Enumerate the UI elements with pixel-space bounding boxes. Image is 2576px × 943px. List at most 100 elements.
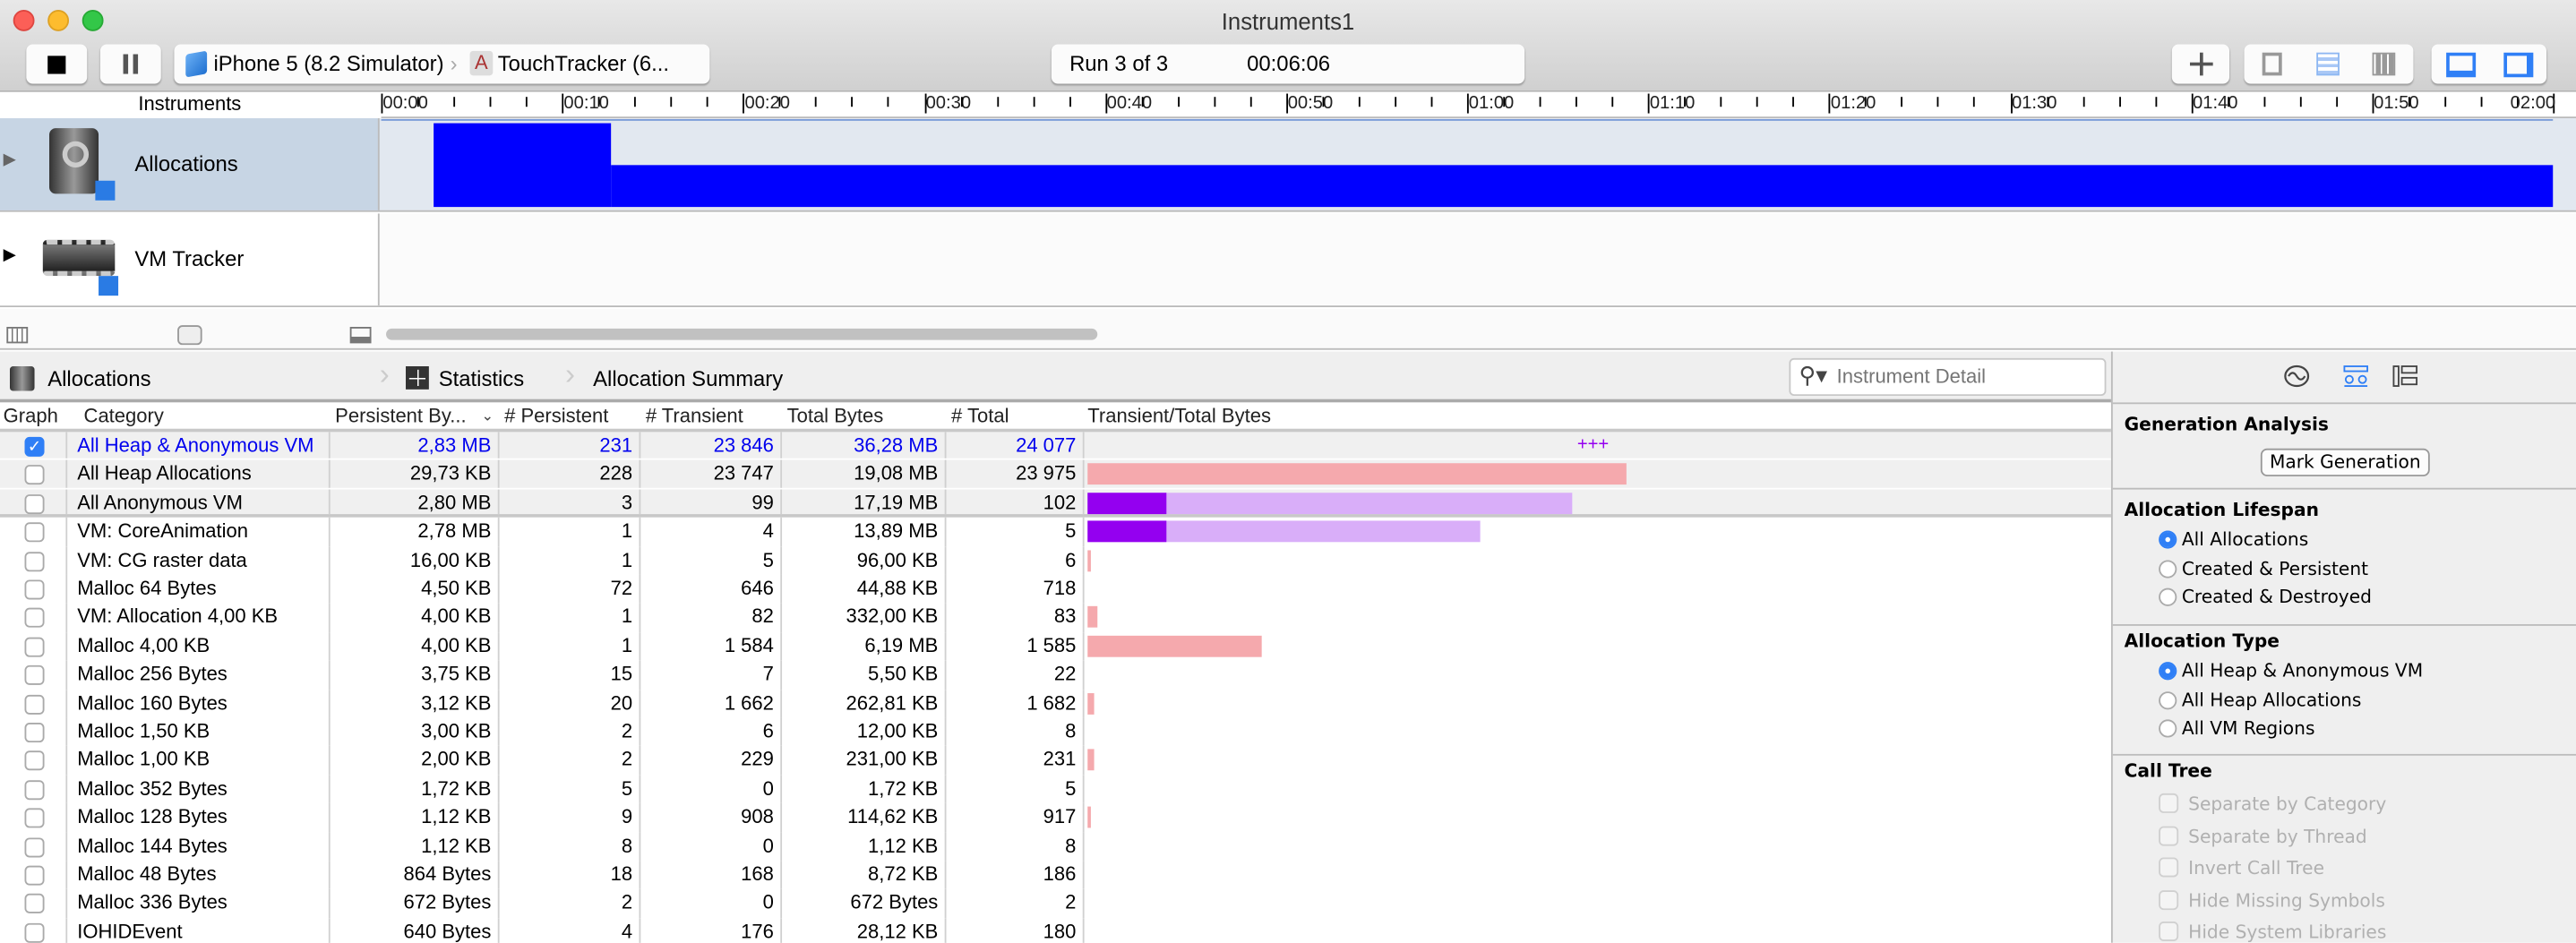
zoom-button[interactable]: [82, 10, 104, 31]
graph-checkbox[interactable]: [24, 551, 45, 571]
ruler-label: 01:10: [1649, 93, 1696, 114]
checkbox-separate-by-category[interactable]: Separate by Category: [2159, 793, 2386, 817]
radio-all-heap-anonymous-vm[interactable]: All Heap & Anonymous VM: [2159, 660, 2423, 683]
add-instrument-button[interactable]: [2171, 44, 2230, 84]
track-height-large-icon[interactable]: [349, 327, 372, 344]
record-settings-icon[interactable]: [2284, 364, 2310, 388]
table-row[interactable]: VM: CG raster data 16,00 KB 1 5 96,00 KB 6: [0, 546, 2111, 575]
column-header-total-count[interactable]: # Total: [951, 404, 1009, 427]
device-selector[interactable]: iPhone 5 (8.2 Simulator): [213, 50, 444, 76]
cell-total: 2: [1065, 890, 1077, 914]
checkbox-separate-by-thread[interactable]: Separate by Thread: [2159, 825, 2367, 849]
overflow-marker: +++: [1576, 435, 1610, 456]
column-header-total-bytes[interactable]: Total Bytes: [786, 404, 884, 427]
toggle-detail-panel-button[interactable]: [2446, 52, 2477, 78]
graph-checkbox[interactable]: [24, 637, 45, 657]
graph-checkbox[interactable]: [24, 894, 45, 914]
table-row[interactable]: All Anonymous VM 2,80 MB 3 99 17,19 MB 102: [0, 489, 2111, 519]
column-header-persistent-bytes[interactable]: Persistent By...: [335, 404, 467, 427]
graph-checkbox[interactable]: [24, 922, 45, 943]
track-header[interactable]: ▶ VM Tracker: [0, 213, 380, 306]
cpu-view-button[interactable]: [2262, 52, 2282, 76]
cell-category: Malloc 1,00 KB: [77, 748, 210, 771]
breadcrumb-statistics[interactable]: Statistics: [438, 366, 525, 391]
close-button[interactable]: [13, 10, 35, 31]
extended-detail-icon[interactable]: [2392, 364, 2418, 388]
column-header-persistent-count[interactable]: # Persistent: [504, 404, 609, 427]
graph-checkbox[interactable]: [24, 493, 45, 514]
target-selector[interactable]: TouchTracker (6...: [497, 50, 670, 76]
graph-checkbox[interactable]: [24, 808, 45, 828]
scheme-selector[interactable]: iPhone 5 (8.2 Simulator) › A TouchTracke…: [174, 44, 710, 84]
graph-checkbox[interactable]: [24, 465, 45, 485]
graph-checkbox[interactable]: [24, 779, 45, 800]
graph-checkbox[interactable]: [24, 522, 45, 543]
track-allocations[interactable]: ▶ Allocations: [0, 118, 2576, 212]
search-input[interactable]: [1836, 364, 2100, 388]
checkbox-invert-call-tree[interactable]: Invert Call Tree: [2159, 857, 2324, 881]
cell-persistent-bytes: 3,00 KB: [421, 719, 492, 743]
graph-checkbox[interactable]: [24, 579, 45, 600]
minimize-button[interactable]: [47, 10, 70, 31]
disclosure-triangle-icon[interactable]: ▶: [3, 246, 16, 265]
radio-created-persistent[interactable]: Created & Persistent: [2159, 558, 2368, 581]
graph-checkbox[interactable]: [24, 750, 45, 771]
ruler-tick: [2154, 97, 2157, 107]
table-row[interactable]: All Heap Allocations 29,73 KB 228 23 747 19,…: [0, 460, 2111, 490]
graph-checkbox[interactable]: ✓: [24, 436, 45, 457]
checkbox-hide-system-libraries[interactable]: Hide System Libraries: [2159, 922, 2386, 943]
table-row[interactable]: VM: Allocation 4,00 KB 4,00 KB 1 82 332,00 K…: [0, 603, 2111, 632]
breadcrumb-allocations[interactable]: Allocations: [47, 366, 151, 391]
table-row[interactable]: Malloc 48 Bytes 864 Bytes 18 168 8,72 KB 186: [0, 861, 2111, 890]
grid-view-button[interactable]: [2372, 52, 2396, 76]
graph-checkbox[interactable]: [24, 865, 45, 886]
table-row[interactable]: Malloc 256 Bytes 3,75 KB 15 7 5,50 KB 22: [0, 660, 2111, 690]
checkbox-hide-missing-symbols[interactable]: Hide Missing Symbols: [2159, 889, 2385, 913]
table-row[interactable]: Malloc 336 Bytes 672 Bytes 2 0 672 Bytes 2: [0, 889, 2111, 918]
graph-checkbox[interactable]: [24, 665, 45, 686]
toggle-inspector-panel-button[interactable]: [2503, 52, 2534, 78]
transient-total-bar: [1087, 692, 1095, 715]
checkbox-icon: [2159, 889, 2179, 910]
track-header[interactable]: ▶ Allocations: [0, 118, 380, 210]
display-settings-icon[interactable]: [2343, 364, 2369, 388]
table-row[interactable]: Malloc 352 Bytes 1,72 KB 5 0 1,72 KB 5: [0, 775, 2111, 804]
breadcrumb-allocation-summary[interactable]: Allocation Summary: [593, 366, 784, 391]
stop-button[interactable]: [26, 44, 88, 84]
radio-all-vm-regions[interactable]: All VM Regions: [2159, 718, 2314, 742]
table-row[interactable]: VM: CoreAnimation 2,78 MB 1 4 13,89 MB 5: [0, 518, 2111, 547]
track-zoom-slider[interactable]: [177, 325, 202, 346]
table-row[interactable]: Malloc 64 Bytes 4,50 KB 72 646 44,88 KB 718: [0, 574, 2111, 604]
radio-all-allocations[interactable]: All Allocations: [2159, 529, 2308, 553]
pause-button[interactable]: [99, 44, 161, 84]
table-row[interactable]: Malloc 1,00 KB 2,00 KB 2 229 231,00 KB 231: [0, 746, 2111, 776]
graph-checkbox[interactable]: [24, 608, 45, 629]
radio-created-destroyed[interactable]: Created & Destroyed: [2159, 587, 2372, 610]
track-height-small-icon[interactable]: [6, 327, 29, 344]
table-row[interactable]: Malloc 144 Bytes 1,12 KB 8 0 1,12 KB 8: [0, 832, 2111, 862]
table-row[interactable]: Malloc 4,00 KB 4,00 KB 1 1 584 6,19 MB 1 585: [0, 631, 2111, 661]
disclosure-triangle-icon[interactable]: ▶: [3, 150, 16, 169]
table-row[interactable]: Malloc 160 Bytes 3,12 KB 20 1 662 262,81 KB 1…: [0, 689, 2111, 718]
table-row[interactable]: Malloc 1,50 KB 3,00 KB 2 6 12,00 KB 8: [0, 717, 2111, 747]
cell-persistent-bytes: 1,12 KB: [421, 834, 492, 857]
graph-checkbox[interactable]: [24, 836, 45, 857]
cell-transient: 229: [741, 748, 774, 771]
column-header-transient-count[interactable]: # Transient: [645, 404, 743, 427]
column-header-category[interactable]: Category: [83, 404, 164, 427]
table-row[interactable]: IOHIDEvent 640 Bytes 4 176 28,12 KB 180: [0, 917, 2111, 943]
column-header-graph[interactable]: Graph: [3, 404, 58, 427]
mark-generation-button[interactable]: Mark Generation: [2260, 448, 2430, 476]
track-vm-tracker[interactable]: ▶ VM Tracker: [0, 213, 2576, 307]
graph-checkbox[interactable]: [24, 723, 45, 743]
timeline-ruler[interactable]: 00:00 00:10 00:20 00:30 00:40 00:50 01:00 01:10…: [381, 91, 2576, 119]
allocations-graph[interactable]: [381, 118, 2554, 212]
column-header-transient-total-bytes[interactable]: Transient/Total Bytes: [1087, 404, 1271, 427]
list-view-button[interactable]: [2316, 52, 2340, 76]
instrument-detail-search[interactable]: ⚲▾: [1789, 357, 2107, 397]
timeline-scrollbar[interactable]: [386, 328, 1098, 340]
table-row[interactable]: ✓ All Heap & Anonymous VM 2,83 MB 231 23 846…: [0, 432, 2111, 461]
table-row[interactable]: Malloc 128 Bytes 1,12 KB 9 908 114,62 KB 917: [0, 803, 2111, 833]
radio-all-heap-allocations[interactable]: All Heap Allocations: [2159, 689, 2361, 712]
graph-checkbox[interactable]: [24, 694, 45, 715]
